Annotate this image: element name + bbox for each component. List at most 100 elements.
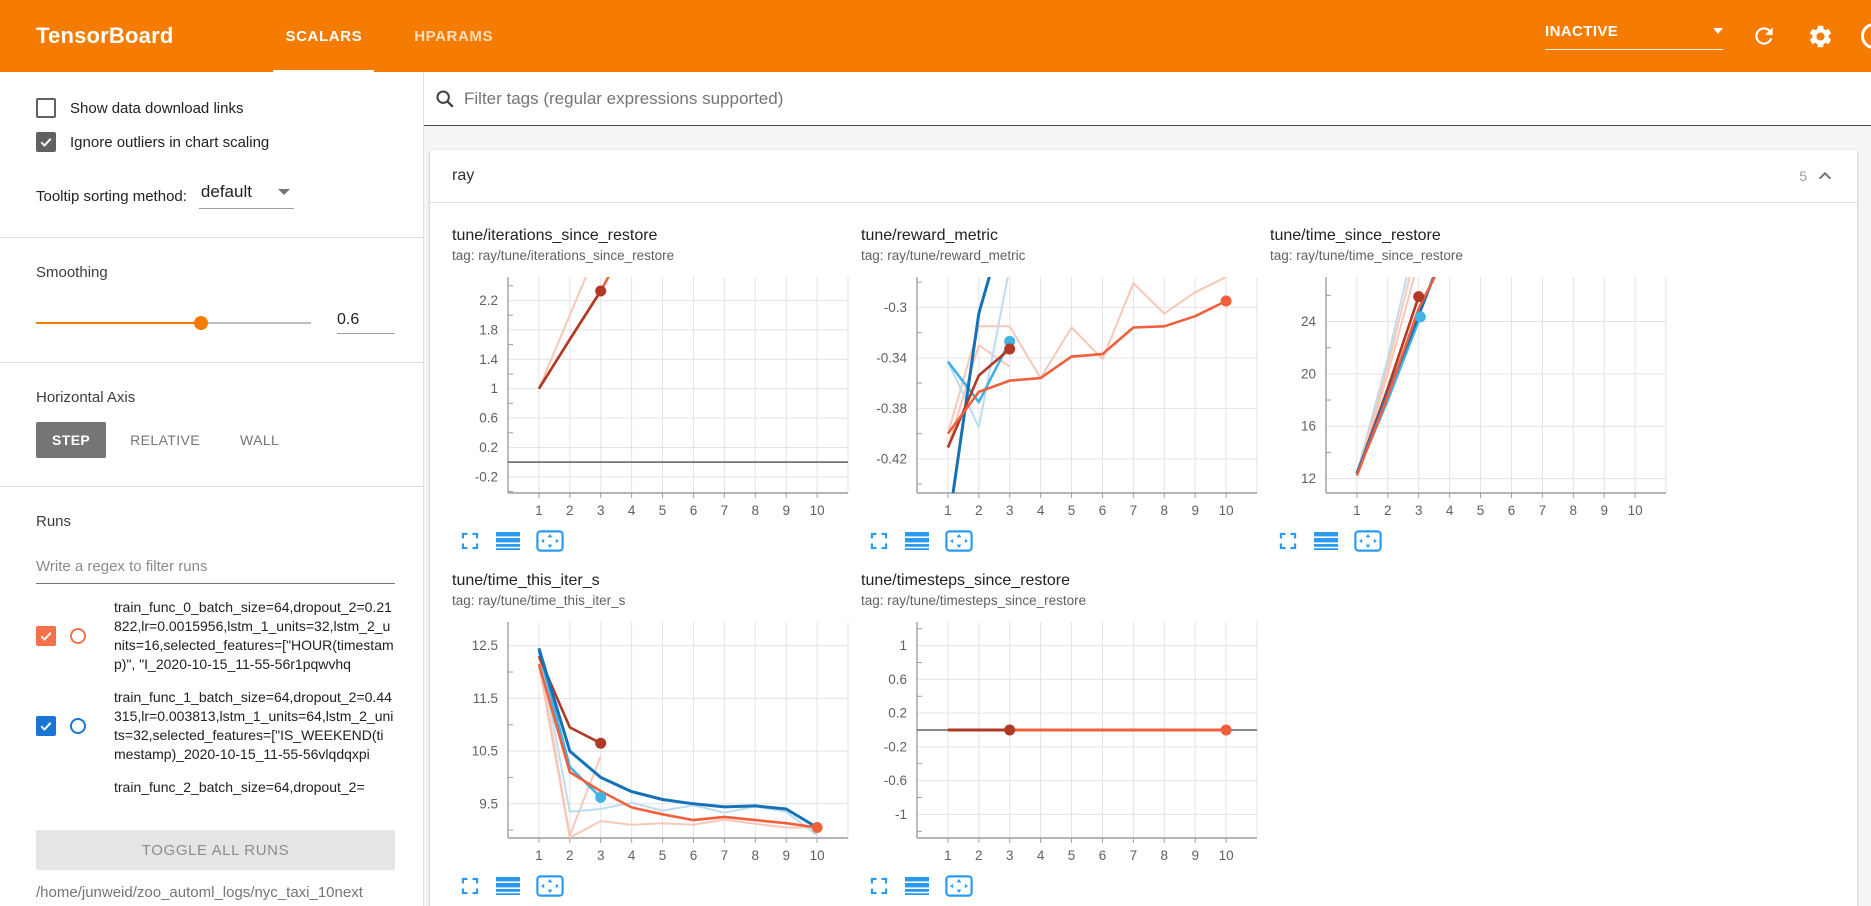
svg-text:1.8: 1.8 bbox=[479, 322, 498, 337]
chart-actions bbox=[452, 530, 852, 552]
run-item[interactable]: train_func_2_batch_size=64,dropout_2= bbox=[36, 778, 395, 797]
data-rows-icon bbox=[905, 876, 929, 895]
tag-filter-input[interactable] bbox=[464, 88, 1871, 109]
chart-plot[interactable]: 1 0.6 0.2 -0.2 -0.6 -1 1 2 3 4 5 6 7 8 9 10 bbox=[861, 616, 1261, 873]
status-dropdown[interactable]: INACTIVE bbox=[1545, 23, 1723, 50]
toggle-all-runs-button[interactable]: TOGGLE ALL RUNS bbox=[36, 830, 395, 870]
svg-text:2: 2 bbox=[975, 848, 983, 863]
svg-text:3: 3 bbox=[1006, 848, 1014, 863]
checkbox-show-data-download-links[interactable]: Show data download links bbox=[36, 98, 395, 118]
chart-card: tune/time_since_restore tag: ray/tune/tim… bbox=[1270, 227, 1670, 552]
svg-text:3: 3 bbox=[597, 503, 605, 518]
chart-card: tune/time_this_iter_s tag: ray/tune/time_… bbox=[452, 572, 852, 897]
svg-text:1: 1 bbox=[944, 503, 952, 518]
chart-card: tune/reward_metric tag: ray/tune/reward_m… bbox=[861, 227, 1261, 552]
axis-button-relative[interactable]: RELATIVE bbox=[130, 432, 201, 448]
divider bbox=[0, 362, 423, 363]
fit-to-data-icon bbox=[536, 875, 564, 897]
divider bbox=[0, 486, 423, 487]
expand-chart-button[interactable] bbox=[460, 876, 480, 896]
svg-text:-1: -1 bbox=[895, 807, 907, 822]
chart-title: tune/time_since_restore bbox=[1270, 227, 1441, 244]
chart-actions bbox=[861, 875, 1261, 897]
svg-text:-0.42: -0.42 bbox=[876, 451, 907, 466]
run-item[interactable]: train_func_1_batch_size=64,dropout_2=0.4… bbox=[36, 688, 395, 764]
svg-text:5: 5 bbox=[1477, 503, 1485, 518]
fullscreen-icon bbox=[461, 877, 479, 895]
runs-label: Runs bbox=[36, 513, 72, 530]
data-rows-icon bbox=[496, 876, 520, 895]
run-radio-icon[interactable] bbox=[70, 628, 86, 644]
chart-tag: tag: ray/tune/iterations_since_restore bbox=[452, 248, 675, 263]
svg-text:1: 1 bbox=[490, 381, 498, 396]
expand-chart-button[interactable] bbox=[1278, 531, 1298, 551]
chart-actions bbox=[452, 875, 852, 897]
chevron-up-icon[interactable] bbox=[1815, 166, 1835, 186]
smoothing-slider[interactable] bbox=[36, 315, 311, 330]
svg-text:8: 8 bbox=[1161, 848, 1169, 863]
fit-to-data-icon bbox=[945, 875, 973, 897]
expand-chart-button[interactable] bbox=[460, 531, 480, 551]
toggle-y-axis-button[interactable] bbox=[1314, 531, 1338, 551]
svg-text:5: 5 bbox=[659, 503, 667, 518]
toggle-y-axis-button[interactable] bbox=[496, 876, 520, 896]
help-icon[interactable] bbox=[1861, 23, 1871, 49]
run-radio-icon[interactable] bbox=[70, 718, 86, 734]
chart-tag: tag: ray/tune/reward_metric bbox=[861, 248, 1026, 263]
chart-card: tune/timesteps_since_restore tag: ray/tun… bbox=[861, 572, 1261, 897]
svg-text:7: 7 bbox=[1130, 848, 1138, 863]
runs-filter-input[interactable] bbox=[36, 552, 395, 584]
svg-text:9.5: 9.5 bbox=[479, 796, 498, 811]
svg-text:4: 4 bbox=[628, 503, 636, 518]
expand-chart-button[interactable] bbox=[869, 531, 889, 551]
fit-domain-button[interactable] bbox=[945, 530, 973, 552]
svg-text:9: 9 bbox=[782, 848, 790, 863]
chart-tag: tag: ray/tune/time_since_restore bbox=[1270, 248, 1463, 263]
run-checkbox-icon[interactable] bbox=[36, 626, 56, 646]
run-item[interactable]: train_func_0_batch_size=64,dropout_2=0.2… bbox=[36, 598, 395, 674]
toggle-y-axis-button[interactable] bbox=[496, 531, 520, 551]
chart-plot[interactable]: -0.3 -0.34 -0.38 -0.42 1 2 3 4 5 6 7 8 9 10 bbox=[861, 271, 1261, 528]
tooltip-sorting-dropdown[interactable]: default bbox=[198, 182, 294, 209]
smoothing-value[interactable]: 0.6 bbox=[337, 311, 395, 334]
axis-button-wall[interactable]: WALL bbox=[240, 432, 280, 448]
svg-text:12.5: 12.5 bbox=[472, 638, 498, 653]
runs-list: train_func_0_batch_size=64,dropout_2=0.2… bbox=[36, 584, 395, 826]
chart-plot[interactable]: 12 16 20 24 1 2 3 4 5 6 7 8 9 10 bbox=[1270, 271, 1670, 528]
fit-domain-button[interactable] bbox=[536, 530, 564, 552]
fit-domain-button[interactable] bbox=[1354, 530, 1382, 552]
slider-thumb[interactable] bbox=[194, 315, 208, 330]
axis-button-step[interactable]: STEP bbox=[36, 422, 107, 458]
fit-domain-button[interactable] bbox=[945, 875, 973, 897]
run-name: train_func_2_batch_size=64,dropout_2= bbox=[114, 779, 365, 795]
svg-text:20: 20 bbox=[1301, 366, 1316, 381]
svg-text:6: 6 bbox=[1508, 503, 1516, 518]
charts-grid: tune/iterations_since_restore tag: ray/tu… bbox=[430, 203, 1857, 897]
toggle-y-axis-button[interactable] bbox=[905, 876, 929, 896]
divider bbox=[0, 237, 423, 238]
svg-text:1: 1 bbox=[944, 848, 952, 863]
chart-plot[interactable]: 9.5 10.5 11.5 12.5 1 2 3 4 5 6 7 8 9 10 bbox=[452, 616, 852, 873]
svg-text:1: 1 bbox=[535, 848, 543, 863]
checkbox-ignore-outliers[interactable]: Ignore outliers in chart scaling bbox=[36, 132, 395, 152]
fit-domain-button[interactable] bbox=[536, 875, 564, 897]
chart-plot[interactable]: -0.2 0.2 0.6 1 1.4 1.8 2.2 1 2 3 4 5 6 7 8 9 10 bbox=[452, 271, 852, 528]
tag-group-header[interactable]: ray 5 bbox=[430, 150, 1857, 203]
settings-button[interactable] bbox=[1805, 21, 1835, 51]
refresh-button[interactable] bbox=[1749, 21, 1779, 51]
svg-text:3: 3 bbox=[1006, 503, 1014, 518]
svg-text:9: 9 bbox=[782, 503, 790, 518]
tab-hparams[interactable]: HPARAMS bbox=[388, 0, 519, 72]
svg-text:0.6: 0.6 bbox=[888, 672, 907, 687]
tab-bar: SCALARS HPARAMS bbox=[259, 0, 519, 72]
run-checkbox-icon[interactable] bbox=[36, 716, 56, 736]
checkbox-label: Ignore outliers in chart scaling bbox=[70, 133, 270, 151]
run-name: train_func_1_batch_size=64,dropout_2=0.4… bbox=[114, 689, 394, 762]
svg-text:-0.6: -0.6 bbox=[884, 773, 907, 788]
svg-text:3: 3 bbox=[1415, 503, 1423, 518]
toggle-y-axis-button[interactable] bbox=[905, 531, 929, 551]
expand-chart-button[interactable] bbox=[869, 876, 889, 896]
chevron-down-icon bbox=[1713, 28, 1723, 34]
svg-text:2: 2 bbox=[566, 848, 574, 863]
tab-scalars[interactable]: SCALARS bbox=[259, 0, 388, 72]
